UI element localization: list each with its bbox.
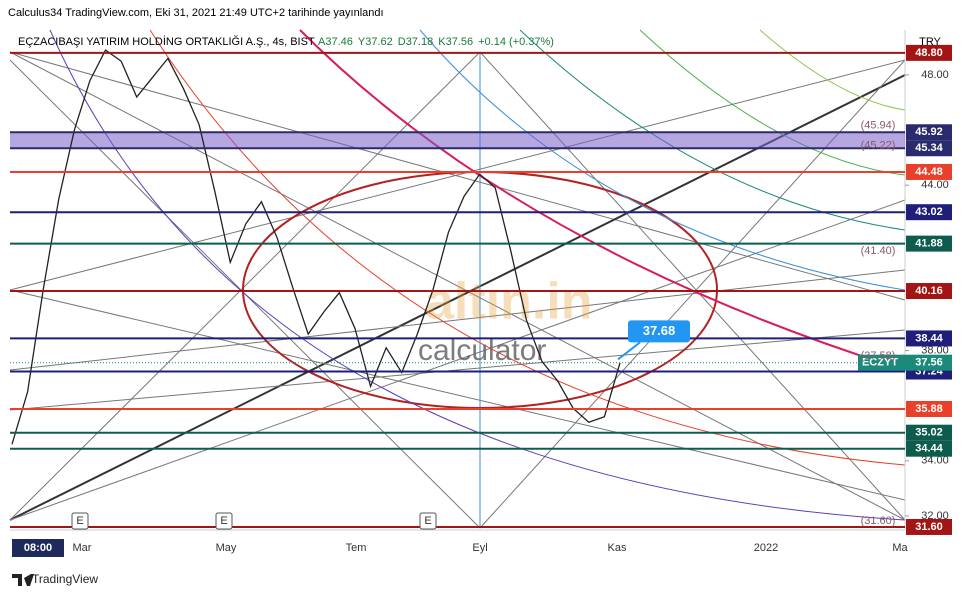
level-tag: [906, 283, 952, 300]
last-price-name: ECZYT: [862, 357, 898, 369]
x-tick-label: Kas: [608, 542, 627, 554]
level-tag: [906, 44, 952, 61]
x-tick-label: 2022: [754, 542, 778, 554]
y-tick-label: 32.00: [921, 510, 949, 522]
level-tag: [906, 235, 952, 252]
y-tick-label: 44.00: [921, 179, 949, 191]
ohlc-value: +0.14 (+0.37%): [478, 36, 554, 48]
level-label: 38.44: [915, 332, 943, 344]
x-tick-label: Ma: [892, 542, 908, 554]
level-tag: [906, 163, 952, 180]
symbol: EÇZACIBAŞI YATIRIM HOLDİNG ORTAKLIĞI A.Ş…: [18, 35, 315, 48]
level-label: 40.16: [915, 285, 943, 297]
level-tag: [906, 124, 952, 141]
watermark: altın.in: [425, 273, 593, 331]
ohlc-value: K37.56: [438, 36, 473, 48]
ohlc-value: D37.18: [398, 36, 433, 48]
y-tick-label: 38.00: [921, 344, 949, 356]
price-line: [11, 49, 621, 445]
level-label: 35.02: [915, 427, 943, 439]
event-label: E: [220, 515, 227, 527]
level-label: 41.88: [915, 238, 943, 250]
published: Calculus34 TradingView.com, Eki 31, 2021…: [8, 7, 384, 19]
level-label: 34.44: [915, 443, 943, 455]
annotation: (31.60): [861, 515, 896, 527]
level-tag: [906, 424, 952, 441]
y-tick-label: 34.00: [921, 455, 949, 467]
callout-label: 37.68: [643, 323, 676, 338]
level-label: 45.92: [915, 126, 943, 138]
level-tag: [906, 440, 952, 457]
callout-pointer: [617, 341, 641, 361]
callout-box: [628, 320, 690, 343]
ohlc-value: A37.46: [318, 36, 353, 48]
last-price-tag: [858, 354, 952, 371]
annotation: (37.58): [861, 350, 896, 362]
ohlc-value: Y37.62: [358, 36, 393, 48]
event-marker: [71, 512, 89, 530]
x-tick-label: Mar: [73, 542, 92, 554]
x-tick-label: 08:00: [24, 542, 52, 554]
level-label: 35.88: [915, 403, 943, 415]
zone: [10, 132, 905, 149]
annotation: (45.22): [861, 139, 896, 151]
footer: TradingView: [32, 572, 98, 586]
event-marker: [419, 512, 437, 530]
time-highlight: [12, 539, 64, 557]
level-tag: [906, 140, 952, 157]
annotation: (45.94): [861, 120, 896, 132]
level-label: 45.34: [915, 142, 943, 154]
last-price-label: 37.56: [915, 357, 943, 369]
level-tag: [906, 204, 952, 221]
event-label: E: [424, 515, 431, 527]
y-tick-label: 48.00: [921, 69, 949, 81]
level-label: 43.02: [915, 206, 943, 218]
level-tag: [906, 400, 952, 417]
level-tag: [906, 518, 952, 535]
footer-logo: [12, 574, 34, 586]
event-label: E: [76, 515, 83, 527]
x-tick-label: Eyl: [472, 542, 487, 554]
level-label: 31.60: [915, 521, 943, 533]
x-tick-label: May: [216, 542, 237, 554]
level-tag: [906, 330, 952, 347]
annotation: (41.40): [861, 245, 896, 257]
event-marker: [215, 512, 233, 530]
level-label: 48.80: [915, 47, 943, 59]
level-label: 44.48: [915, 166, 943, 178]
x-tick-label: Tem: [346, 542, 367, 554]
